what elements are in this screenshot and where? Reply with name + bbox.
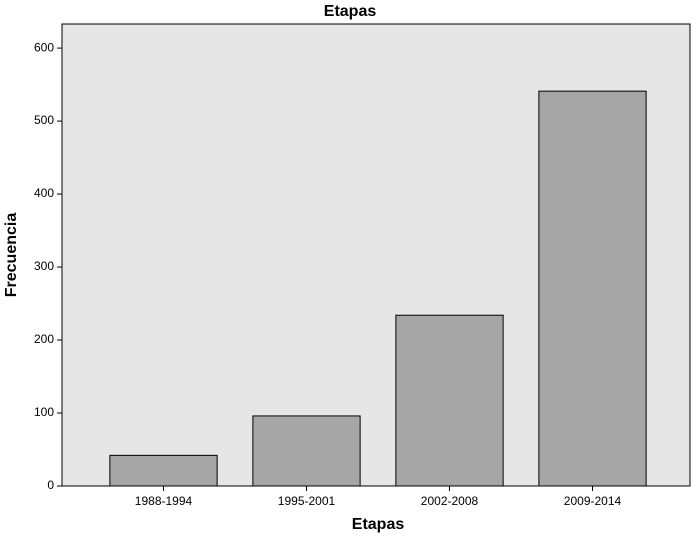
bar xyxy=(109,454,218,487)
bar xyxy=(538,90,647,487)
y-tick-label: 600 xyxy=(34,40,54,54)
chart-title: Etapas xyxy=(324,3,377,20)
y-tick-label: 200 xyxy=(34,332,54,346)
y-axis-title: Frecuencia xyxy=(3,213,20,298)
x-tick-label: 2009-2014 xyxy=(564,494,622,508)
x-axis-title: Etapas xyxy=(352,516,405,533)
x-tick-label: 1988-1994 xyxy=(135,494,193,508)
y-tick-label: 100 xyxy=(34,405,54,419)
y-tick-label: 0 xyxy=(47,478,54,492)
bar xyxy=(395,314,504,487)
y-tick-label: 400 xyxy=(34,186,54,200)
x-tick-label: 1995-2001 xyxy=(278,494,336,508)
bar xyxy=(252,415,361,487)
x-tick-label: 2002-2008 xyxy=(421,494,479,508)
y-tick-label: 500 xyxy=(34,113,54,127)
y-tick-label: 300 xyxy=(34,259,54,273)
